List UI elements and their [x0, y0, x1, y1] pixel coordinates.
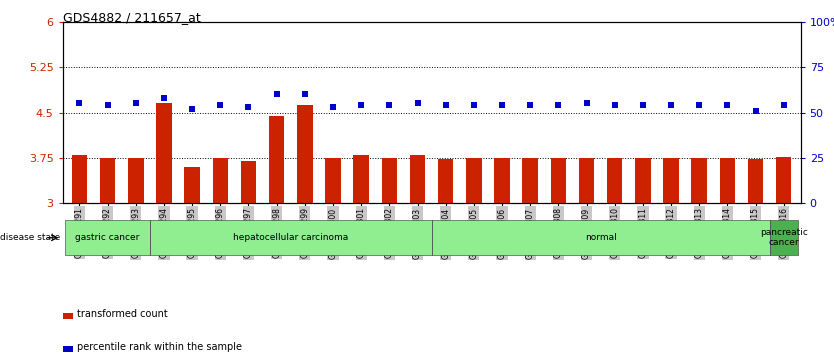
Bar: [432, 220, 770, 255]
Bar: [607, 158, 622, 203]
Text: normal: normal: [585, 233, 616, 242]
Point: [608, 102, 621, 108]
Point: [552, 102, 565, 108]
Point: [665, 102, 678, 108]
Bar: [63, 346, 73, 352]
Bar: [636, 158, 651, 203]
Point: [636, 102, 650, 108]
Point: [214, 102, 227, 108]
Bar: [213, 158, 228, 203]
Bar: [522, 158, 538, 203]
Bar: [150, 220, 432, 255]
Point: [185, 106, 198, 112]
Point: [439, 102, 452, 108]
Bar: [579, 158, 595, 203]
Bar: [663, 158, 679, 203]
Bar: [382, 158, 397, 203]
Text: GDS4882 / 211657_at: GDS4882 / 211657_at: [63, 11, 200, 24]
Bar: [409, 155, 425, 203]
Bar: [156, 103, 172, 203]
Text: hepatocellular carcinoma: hepatocellular carcinoma: [234, 233, 349, 242]
Point: [158, 95, 171, 101]
Point: [129, 101, 143, 106]
Bar: [325, 158, 341, 203]
Bar: [297, 105, 313, 203]
Point: [298, 91, 311, 97]
Text: pancreatic
cancer: pancreatic cancer: [760, 228, 807, 248]
Bar: [72, 155, 88, 203]
Point: [354, 102, 368, 108]
Bar: [100, 158, 115, 203]
Text: percentile rank within the sample: percentile rank within the sample: [77, 342, 242, 352]
Point: [383, 102, 396, 108]
Text: gastric cancer: gastric cancer: [75, 233, 140, 242]
Bar: [269, 115, 284, 203]
Bar: [770, 220, 798, 255]
Point: [721, 102, 734, 108]
Bar: [550, 158, 566, 203]
Bar: [63, 313, 73, 319]
Point: [101, 102, 114, 108]
Bar: [128, 158, 143, 203]
Bar: [241, 161, 256, 203]
Point: [580, 101, 593, 106]
Point: [242, 104, 255, 110]
Bar: [438, 159, 454, 203]
Point: [495, 102, 509, 108]
Point: [777, 102, 791, 108]
Point: [411, 101, 425, 106]
Bar: [720, 158, 735, 203]
Bar: [495, 158, 510, 203]
Bar: [748, 159, 763, 203]
Text: disease state: disease state: [0, 233, 60, 242]
Point: [270, 91, 284, 97]
Point: [326, 104, 339, 110]
Bar: [354, 155, 369, 203]
Bar: [184, 167, 200, 203]
Text: transformed count: transformed count: [77, 309, 168, 319]
Bar: [776, 157, 791, 203]
Point: [692, 102, 706, 108]
Bar: [65, 220, 150, 255]
Point: [749, 108, 762, 114]
Point: [73, 101, 86, 106]
Bar: [691, 158, 707, 203]
Point: [467, 102, 480, 108]
Point: [524, 102, 537, 108]
Bar: [466, 158, 481, 203]
